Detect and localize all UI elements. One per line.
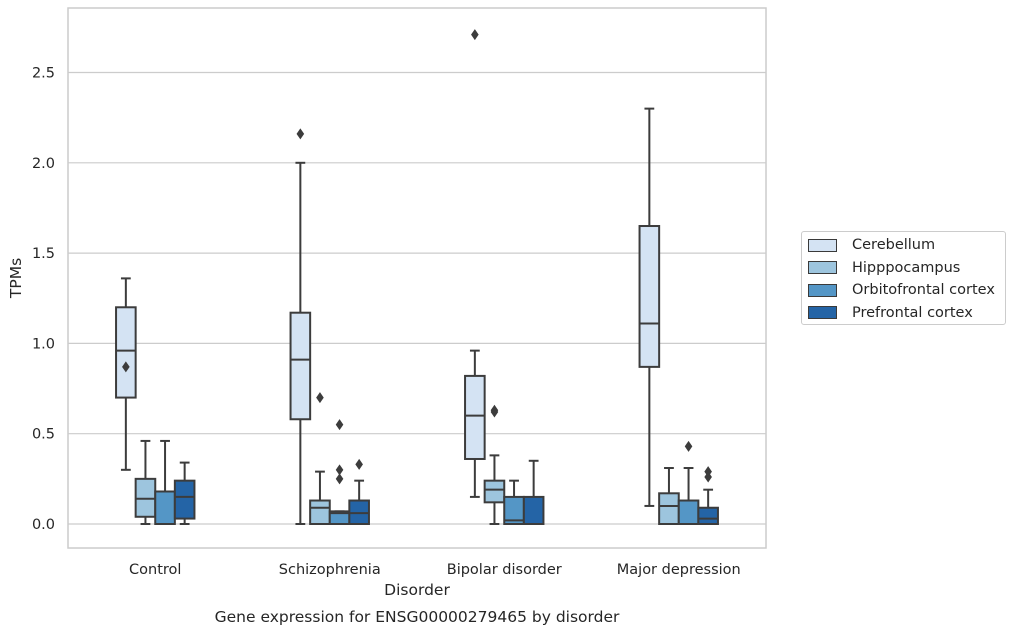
- y-axis-label: TPMs: [7, 258, 25, 299]
- box-prefrontal-cortex: [697, 506, 719, 526]
- box-hipppocampus: [309, 499, 331, 526]
- outlier-point: [122, 361, 130, 373]
- legend-swatch: [808, 306, 837, 319]
- outlier-point: [471, 29, 479, 41]
- y-tick-label: 0.0: [32, 517, 55, 533]
- x-axis-label: Disorder: [384, 581, 450, 599]
- outlier-point: [355, 458, 363, 470]
- outlier-point: [704, 466, 712, 478]
- box-orbitofrontal-cortex: [677, 499, 700, 526]
- box-group: [638, 107, 719, 526]
- y-tick-label: 1.0: [32, 336, 55, 352]
- box-cerebellum: [638, 225, 661, 368]
- outlier-point: [335, 419, 344, 431]
- box-cerebellum: [464, 374, 486, 460]
- legend-swatch: [808, 283, 837, 297]
- box-prefrontal-cortex: [522, 495, 545, 526]
- box-groups: [115, 29, 719, 526]
- x-tick-label: Control: [129, 562, 181, 578]
- x-tick-label: Schizophrenia: [279, 562, 381, 578]
- box-group: [464, 29, 545, 526]
- legend-item: Cerebellum: [808, 235, 935, 255]
- legend-swatch: [808, 261, 837, 274]
- legend-item: Orbitofrontal cortex: [808, 280, 995, 300]
- x-tick-label: Bipolar disorder: [447, 562, 562, 578]
- legend-label: Cerebellum: [852, 237, 936, 253]
- outlier-point: [684, 440, 693, 452]
- y-tick-label: 2.0: [32, 156, 55, 172]
- legend-item: Prefrontal cortex: [808, 303, 973, 323]
- legend-item: Hipppocampus: [808, 258, 960, 278]
- y-tick-label: 0.5: [32, 427, 55, 443]
- legend: Cerebellum Hipppocampus Orbitofrontal cort…: [801, 231, 1006, 325]
- outlier-point: [316, 392, 324, 404]
- box-orbitofrontal-cortex: [154, 490, 176, 526]
- box-prefrontal-cortex: [173, 479, 196, 520]
- legend-label: Orbitofrontal cortex: [852, 282, 995, 298]
- box-group: [115, 277, 196, 526]
- legend-label: Prefrontal cortex: [852, 304, 973, 321]
- box-hipppocampus: [658, 492, 680, 526]
- box-group: [289, 128, 370, 526]
- legend-swatch: [808, 238, 837, 252]
- legend-label: Hipppocampus: [852, 259, 961, 276]
- box-cerebellum: [289, 311, 312, 421]
- x-tick-label: Major depression: [617, 562, 741, 578]
- y-tick-label: 2.5: [32, 66, 55, 82]
- box-cerebellum: [115, 306, 137, 399]
- outlier-point: [335, 464, 344, 476]
- y-tick-label: 1.5: [32, 246, 55, 262]
- box-hipppocampus: [483, 479, 506, 504]
- outlier-point: [490, 404, 499, 416]
- y-axis-ticks: 0.0 0.5 1.0 1.5 2.0 2.5: [32, 66, 55, 534]
- x-axis-ticks: Control Schizophrenia Bipolar disorder Majo…: [129, 562, 741, 578]
- outlier-point: [335, 473, 344, 485]
- plot-area: [67, 7, 767, 549]
- outlier-point: [296, 128, 305, 140]
- chart-caption: Gene expression for ENSG00000279465 by d…: [215, 608, 620, 626]
